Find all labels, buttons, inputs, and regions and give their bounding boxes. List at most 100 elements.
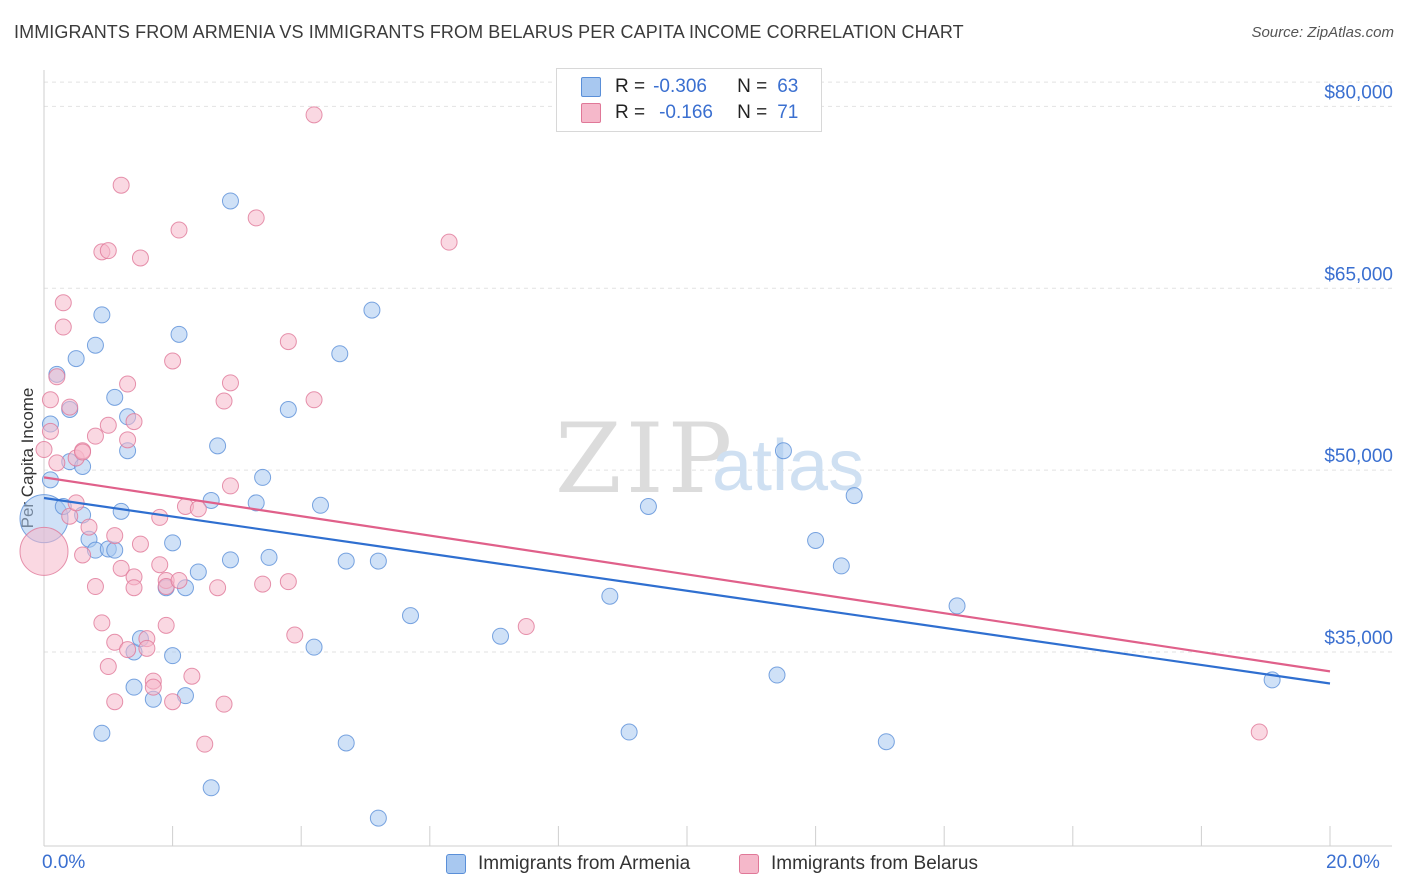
point-belarus	[215, 695, 233, 713]
point-belarus	[138, 639, 156, 657]
r-label: R =	[615, 76, 646, 97]
point-armenia	[402, 607, 420, 625]
point-belarus	[61, 398, 79, 416]
x-tick-label-max: 20.0%	[1326, 852, 1380, 873]
point-belarus	[247, 209, 265, 227]
legend-swatch-armenia	[446, 854, 466, 874]
point-belarus	[151, 508, 169, 526]
point-belarus	[305, 106, 323, 124]
point-armenia	[492, 627, 510, 645]
point-belarus	[93, 614, 111, 632]
point-belarus	[209, 579, 227, 597]
point-armenia	[260, 548, 278, 566]
watermark-atlas: atlas	[712, 426, 864, 506]
x-tick-label-min: 0.0%	[42, 852, 86, 873]
point-belarus	[86, 578, 104, 596]
point-belarus	[254, 575, 272, 593]
point-armenia	[67, 350, 85, 368]
legend-swatch-armenia	[581, 77, 601, 97]
correlation-legend: R = -0.306 N = 63 R = -0.166 N = 71	[556, 68, 822, 132]
point-armenia	[948, 597, 966, 615]
r-value: -0.166	[659, 102, 713, 123]
point-belarus	[48, 368, 66, 386]
points-layer	[19, 106, 1281, 827]
point-armenia	[164, 647, 182, 665]
legend-item-belarus[interactable]: Immigrants from Belarus	[739, 853, 978, 875]
point-belarus	[35, 441, 53, 459]
point-belarus	[215, 392, 233, 410]
series-legend: Immigrants from Armenia Immigrants from …	[0, 853, 1406, 877]
point-armenia	[247, 494, 265, 512]
point-belarus	[74, 546, 92, 564]
point-armenia	[620, 723, 638, 741]
point-armenia	[311, 496, 329, 514]
legend-label-belarus: Immigrants from Belarus	[771, 853, 978, 874]
point-belarus	[106, 693, 124, 711]
point-armenia	[202, 779, 220, 797]
watermark: ZIP atlas	[555, 403, 864, 515]
point-belarus	[183, 667, 201, 685]
source-label: Source: ZipAtlas.com	[1251, 24, 1394, 41]
point-armenia	[112, 502, 130, 520]
point-belarus	[279, 333, 297, 351]
point-armenia	[86, 336, 104, 354]
point-belarus	[170, 571, 188, 589]
watermark-zip: ZIP	[555, 403, 736, 515]
n-label: N =	[737, 102, 768, 123]
point-belarus	[286, 626, 304, 644]
point-belarus	[112, 176, 130, 194]
point-armenia	[93, 724, 111, 742]
point-armenia	[639, 498, 657, 515]
r-label: R =	[615, 102, 646, 123]
point-armenia	[369, 809, 387, 827]
point-belarus	[517, 618, 535, 636]
point-belarus	[164, 693, 182, 711]
point-belarus	[170, 221, 188, 239]
legend-swatch-belarus	[581, 103, 601, 123]
point-belarus	[74, 443, 92, 461]
point-belarus	[131, 535, 149, 553]
chart-title: IMMIGRANTS FROM ARMENIA VS IMMIGRANTS FR…	[14, 22, 964, 42]
point-armenia	[164, 534, 182, 552]
point-belarus	[189, 500, 207, 518]
trend-layer	[43, 476, 1331, 685]
point-armenia	[106, 388, 124, 406]
point-armenia	[331, 345, 349, 363]
point-belarus	[164, 352, 182, 370]
point-belarus	[144, 678, 162, 696]
point-belarus	[54, 294, 72, 312]
point-armenia	[279, 401, 297, 418]
point-belarus	[119, 641, 137, 659]
legend-row-armenia: R = -0.306 N = 63	[581, 75, 798, 99]
point-belarus	[221, 374, 239, 392]
point-belarus	[279, 573, 297, 591]
point-armenia	[106, 541, 124, 559]
point-belarus	[19, 526, 69, 576]
legend-swatch-belarus	[739, 854, 759, 874]
point-belarus	[41, 422, 59, 440]
r-value: -0.306	[653, 76, 707, 97]
point-belarus	[119, 431, 137, 449]
point-armenia	[221, 551, 239, 569]
point-belarus	[106, 633, 124, 651]
point-belarus	[305, 391, 323, 409]
point-belarus	[86, 427, 104, 445]
point-armenia	[221, 192, 239, 210]
point-armenia	[363, 301, 381, 319]
point-armenia	[93, 306, 111, 324]
n-label: N =	[737, 76, 768, 97]
point-armenia	[774, 442, 792, 460]
point-belarus	[131, 249, 149, 267]
point-belarus	[112, 559, 130, 577]
point-belarus	[41, 391, 59, 409]
legend-item-armenia[interactable]: Immigrants from Armenia	[446, 853, 690, 875]
point-belarus	[99, 658, 117, 676]
point-belarus	[48, 454, 66, 472]
point-armenia	[305, 638, 323, 656]
point-armenia	[601, 587, 619, 605]
point-armenia	[254, 468, 272, 486]
point-armenia	[170, 325, 188, 343]
point-belarus	[125, 413, 143, 431]
n-value: 63	[777, 76, 799, 97]
